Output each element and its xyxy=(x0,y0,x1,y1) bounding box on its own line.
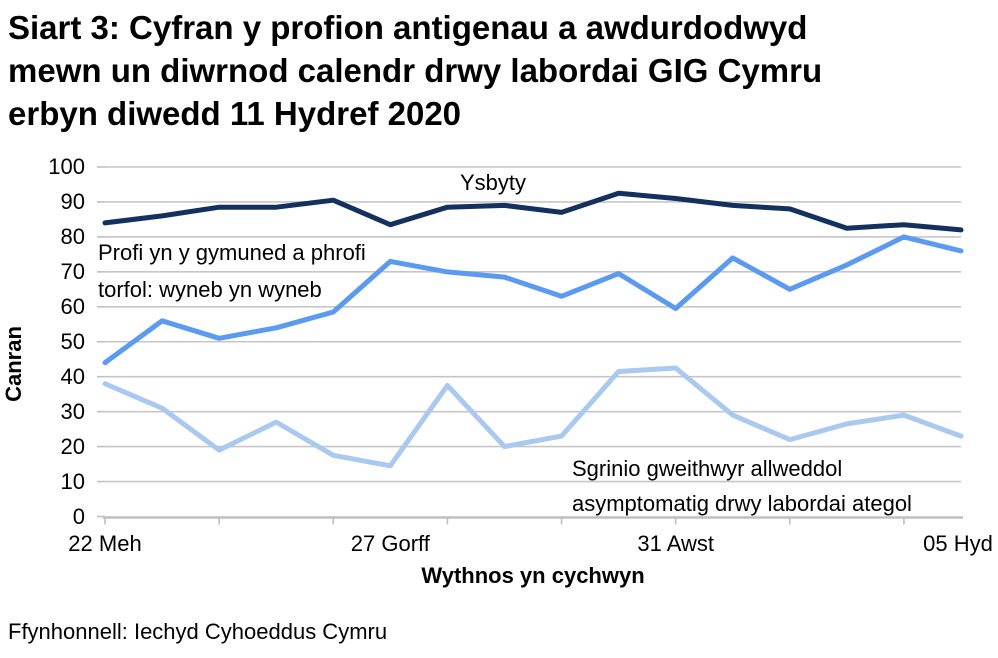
series-label-community: Profi yn y gymuned a phrofi torfol: wyne… xyxy=(98,234,366,308)
chart-title: Siart 3: Cyfran y profion antigenau a aw… xyxy=(8,6,968,135)
y-tick-label: 100 xyxy=(48,154,85,179)
y-tick-label: 10 xyxy=(60,468,85,494)
y-tick-label: 30 xyxy=(60,398,85,424)
chart-title-line-3: erbyn diwedd 11 Hydref 2020 xyxy=(8,95,462,132)
source-caption: Ffynhonnell: Iechyd Cyhoeddus Cymru xyxy=(8,619,388,644)
series-label-community-line-2: torfol: wyneb yn wyneb xyxy=(98,277,322,302)
series-line-ysbyty xyxy=(102,190,964,233)
y-tick-label: 80 xyxy=(60,223,85,249)
x-tick-label: 27 Gorff xyxy=(350,531,430,556)
series-label-screening-line-2: asymptomatig drwy labordai ategol xyxy=(572,491,912,516)
y-tick-label: 0 xyxy=(72,503,85,529)
series-label-community-line-1: Profi yn y gymuned a phrofi xyxy=(98,240,366,265)
y-axis-title: Canran xyxy=(1,326,26,402)
y-tick-label: 70 xyxy=(60,258,85,284)
y-tick-label: 50 xyxy=(60,328,85,354)
chart-title-line-1: Siart 3: Cyfran y profion antigenau a aw… xyxy=(8,9,808,46)
x-tick-label: 22 Meh xyxy=(68,531,142,556)
series-label-ysbyty: Ysbyty xyxy=(460,170,526,196)
y-tick-label: 90 xyxy=(60,188,85,214)
y-tick-label: 40 xyxy=(60,363,85,389)
series-line-screening xyxy=(102,365,964,469)
x-axis-title: Wythnos yn cychwyn xyxy=(421,563,645,588)
y-tick-label: 20 xyxy=(60,433,85,459)
series-line-community xyxy=(102,234,964,366)
y-tick-label: 60 xyxy=(60,293,85,319)
series-label-ysbyty-text: Ysbyty xyxy=(460,170,527,195)
x-tick-label: 05 Hyd xyxy=(923,531,993,556)
x-tick-label: 31 Awst xyxy=(637,531,714,556)
series-label-screening-line-1: Sgrinio gweithwyr allweddol xyxy=(572,456,843,481)
series-label-screening: Sgrinio gweithwyr allweddol asymptomatig… xyxy=(572,451,912,521)
chart-title-line-2: mewn un diwrnod calendr drwy labordai GI… xyxy=(8,52,823,89)
